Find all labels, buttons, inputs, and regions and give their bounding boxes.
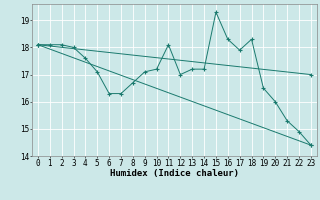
X-axis label: Humidex (Indice chaleur): Humidex (Indice chaleur) (110, 169, 239, 178)
